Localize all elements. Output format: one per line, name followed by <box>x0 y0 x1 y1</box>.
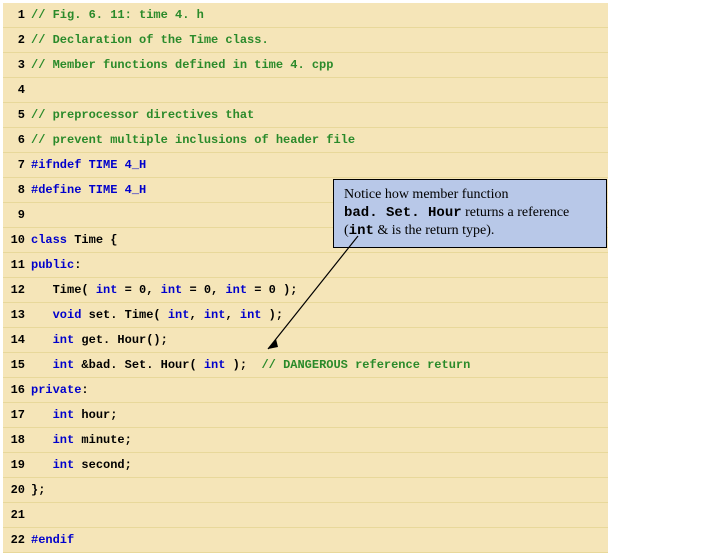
line-number: 6 <box>3 133 31 147</box>
code-content: #define TIME 4_H <box>31 183 146 197</box>
code-content: // prevent multiple inclusions of header… <box>31 133 355 147</box>
line-number: 21 <box>3 508 31 522</box>
line-number: 3 <box>3 58 31 72</box>
line-number: 2 <box>3 33 31 47</box>
code-line: 2// Declaration of the Time class. <box>3 28 608 53</box>
code-line: 13 void set. Time( int, int, int ); <box>3 303 608 328</box>
line-number: 9 <box>3 208 31 222</box>
callout-mono-1: bad. Set. Hour <box>344 205 462 221</box>
line-number: 18 <box>3 433 31 447</box>
code-line: 19 int second; <box>3 453 608 478</box>
line-number: 1 <box>3 8 31 22</box>
code-line: 1// Fig. 6. 11: time 4. h <box>3 3 608 28</box>
code-content: public: <box>31 258 81 272</box>
code-content: Time( int = 0, int = 0, int = 0 ); <box>31 283 298 297</box>
line-number: 8 <box>3 183 31 197</box>
code-line: 17 int hour; <box>3 403 608 428</box>
callout-text-3: & is the return type). <box>374 223 495 238</box>
code-content: int minute; <box>31 433 132 447</box>
code-content: private: <box>31 383 89 397</box>
code-line: 15 int &bad. Set. Hour( int ); // DANGER… <box>3 353 608 378</box>
line-number: 22 <box>3 533 31 547</box>
line-number: 11 <box>3 258 31 272</box>
code-content: int second; <box>31 458 132 472</box>
line-number: 10 <box>3 233 31 247</box>
line-number: 5 <box>3 108 31 122</box>
code-content: // Declaration of the Time class. <box>31 33 269 47</box>
code-line: 11public: <box>3 253 608 278</box>
callout-box: Notice how member function bad. Set. Hou… <box>333 179 607 248</box>
callout-text-2: returns a reference <box>462 205 570 220</box>
code-content: // Fig. 6. 11: time 4. h <box>31 8 204 22</box>
code-line: 4 <box>3 78 608 103</box>
code-line: 5// preprocessor directives that <box>3 103 608 128</box>
line-number: 12 <box>3 283 31 297</box>
code-content: #endif <box>31 533 74 547</box>
code-line: 18 int minute; <box>3 428 608 453</box>
code-content: void set. Time( int, int, int ); <box>31 308 283 322</box>
code-content: int get. Hour(); <box>31 333 168 347</box>
code-listing: 1// Fig. 6. 11: time 4. h2// Declaration… <box>3 3 608 553</box>
code-content: int &bad. Set. Hour( int ); // DANGEROUS… <box>31 358 470 372</box>
callout-mono-2: int <box>349 223 374 239</box>
line-number: 14 <box>3 333 31 347</box>
line-number: 7 <box>3 158 31 172</box>
code-line: 20}; <box>3 478 608 503</box>
code-line: 16private: <box>3 378 608 403</box>
line-number: 13 <box>3 308 31 322</box>
code-content: // Member functions defined in time 4. c… <box>31 58 333 72</box>
code-content: int hour; <box>31 408 117 422</box>
code-line: 22#endif <box>3 528 608 553</box>
code-content: // preprocessor directives that <box>31 108 254 122</box>
code-content: class Time { <box>31 233 117 247</box>
code-line: 12 Time( int = 0, int = 0, int = 0 ); <box>3 278 608 303</box>
code-line: 7#ifndef TIME 4_H <box>3 153 608 178</box>
code-line: 6// prevent multiple inclusions of heade… <box>3 128 608 153</box>
line-number: 15 <box>3 358 31 372</box>
line-number: 4 <box>3 83 31 97</box>
code-content: #ifndef TIME 4_H <box>31 158 146 172</box>
code-line: 3// Member functions defined in time 4. … <box>3 53 608 78</box>
code-line: 14 int get. Hour(); <box>3 328 608 353</box>
line-number: 16 <box>3 383 31 397</box>
callout-text-1: Notice how member function <box>344 187 508 202</box>
line-number: 19 <box>3 458 31 472</box>
code-line: 21 <box>3 503 608 528</box>
line-number: 20 <box>3 483 31 497</box>
line-number: 17 <box>3 408 31 422</box>
code-content: }; <box>31 483 45 497</box>
